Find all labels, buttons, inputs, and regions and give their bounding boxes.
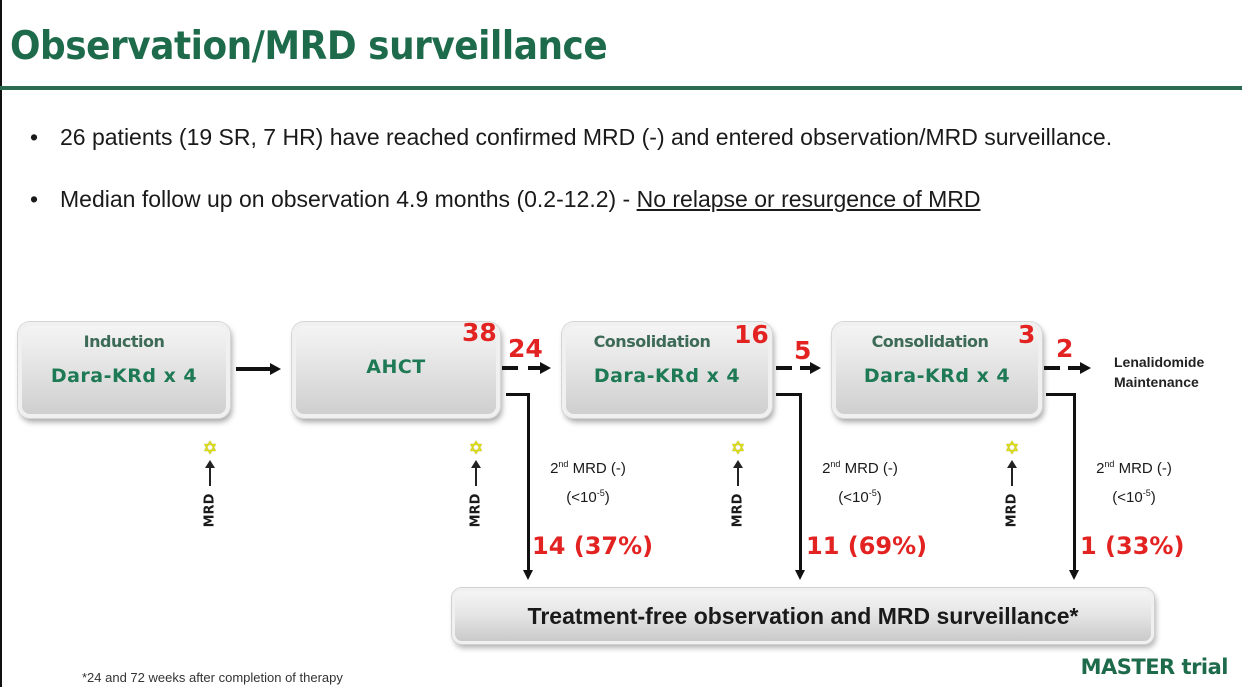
mrd-marker: MRD [201,450,219,540]
mrd2-text: ) [1150,489,1156,506]
arrow-up-icon [1007,460,1017,468]
consolidation-box-2: Consolidation Dara-KRd x 4 [832,322,1042,418]
arrow-shaft [475,466,477,486]
maintenance-label: Lenalidomide Maintenance [1114,352,1204,392]
mrd2-text: (<10 [838,489,869,506]
connector-line [776,393,800,396]
mrd2-sup: -5 [596,488,605,498]
arrow-up-icon [733,460,743,468]
dashed-arrow-segment [502,366,518,370]
regimen-label: Dara-KRd x 4 [593,365,741,387]
count-consol2-in: 3 [1018,320,1036,349]
outcome-consol1: 11 (69%) [806,532,928,560]
phase-label: Induction [83,332,165,351]
mrd2-text: MRD (-) [568,460,626,477]
title-divider [0,86,1242,90]
star-icon: ✡ [1004,438,1020,458]
connector-line [527,393,530,571]
mrd2-text: MRD (-) [840,460,898,477]
mrd2-text: 2 [550,460,559,477]
dashed-arrow-segment [776,366,792,370]
observation-box: Treatment-free observation and MRD surve… [452,588,1154,644]
connector-line [799,393,802,571]
arrow-down-icon [1069,570,1079,580]
second-mrd-label: 2nd MRD (-) (<10-5) [810,452,910,510]
arrow-right-icon [1080,362,1091,374]
mrd-label: MRD [202,493,218,528]
regimen-label: Dara-KRd x 4 [863,365,1011,387]
bullet-dot-icon: • [30,124,39,150]
slide-title: Observation/MRD surveillance [10,24,608,69]
count-ahct-out: 24 [508,334,543,363]
mrd-marker: MRD [467,450,485,540]
left-border [0,0,2,687]
connector-line [1046,393,1074,396]
mrd2-sup: -5 [1142,488,1151,498]
arrow-right-icon [270,363,281,375]
trial-name: MASTER trial [1080,655,1229,679]
footnote: *24 and 72 weeks after completion of the… [82,670,343,685]
mrd2-sup: nd [558,459,569,469]
count-consol1-out: 5 [794,336,812,365]
mrd2-text: 2 [1096,460,1105,477]
second-mrd-label: 2nd MRD (-) (<10-5) [1084,452,1184,510]
regimen-label: AHCT [366,356,426,378]
count-consol2-out: 2 [1056,334,1074,363]
star-icon: ✡ [468,438,484,458]
mrd-marker: MRD [729,450,747,540]
mrd2-text: ) [604,489,610,506]
bullet-text: 26 patients (19 SR, 7 HR) have reached c… [60,124,1113,150]
star-icon: ✡ [202,438,218,458]
ahct-box: AHCT [292,322,500,418]
mrd2-sup: nd [830,459,841,469]
outcome-consol2: 1 (33%) [1080,532,1185,560]
count-ahct-in: 38 [462,318,497,347]
arrow-right-icon [810,362,821,374]
bullet-emphasis: No relapse or resurgence of MRD [636,186,981,212]
arrow-line [236,367,272,371]
arrow-shaft [1011,466,1013,486]
dashed-arrow-segment [528,366,542,370]
mrd2-sup: -5 [868,488,877,498]
mrd2-text: MRD (-) [1114,460,1172,477]
dashed-arrow-segment [1068,366,1082,370]
arrow-shaft [209,466,211,486]
mrd2-text: (<10 [1112,489,1143,506]
mrd-marker: MRD [1003,450,1021,540]
mrd2-text: ) [876,489,882,506]
arrow-down-icon [795,570,805,580]
arrow-up-icon [205,460,215,468]
mrd2-text: 2 [822,460,831,477]
second-mrd-label: 2nd MRD (-) (<10-5) [538,452,638,510]
arrow-down-icon [523,570,533,580]
dashed-arrow-segment [800,366,812,370]
maintenance-line2: Maintenance [1114,374,1199,390]
bullet-item: • Median follow up on observation 4.9 mo… [30,182,1220,216]
mrd2-sup: nd [1104,459,1115,469]
consolidation-box-1: Consolidation Dara-KRd x 4 [562,322,772,418]
bullet-list: • 26 patients (19 SR, 7 HR) have reached… [30,120,1220,216]
count-consol1-in: 16 [734,320,769,349]
mrd2-text: (<10 [566,489,597,506]
arrow-shaft [737,466,739,486]
arrow-right-icon [540,362,551,374]
bullet-dot-icon: • [30,186,39,212]
arrow-up-icon [471,460,481,468]
bullet-item: • 26 patients (19 SR, 7 HR) have reached… [30,120,1220,154]
dashed-arrow-segment [1044,366,1060,370]
maintenance-line1: Lenalidomide [1114,354,1205,370]
star-icon: ✡ [730,438,746,458]
connector-line [1073,393,1076,571]
bullet-text: Median follow up on observation 4.9 mont… [60,186,637,212]
phase-label: Consolidation [871,332,989,351]
connector-line [506,393,528,396]
phase-label: Consolidation [593,332,711,351]
mrd-label: MRD [1004,493,1020,528]
induction-box: Induction Dara-KRd x 4 [18,322,230,418]
mrd-label: MRD [730,493,746,528]
outcome-ahct: 14 (37%) [532,532,654,560]
regimen-label: Dara-KRd x 4 [50,365,198,387]
mrd-label: MRD [468,493,484,528]
